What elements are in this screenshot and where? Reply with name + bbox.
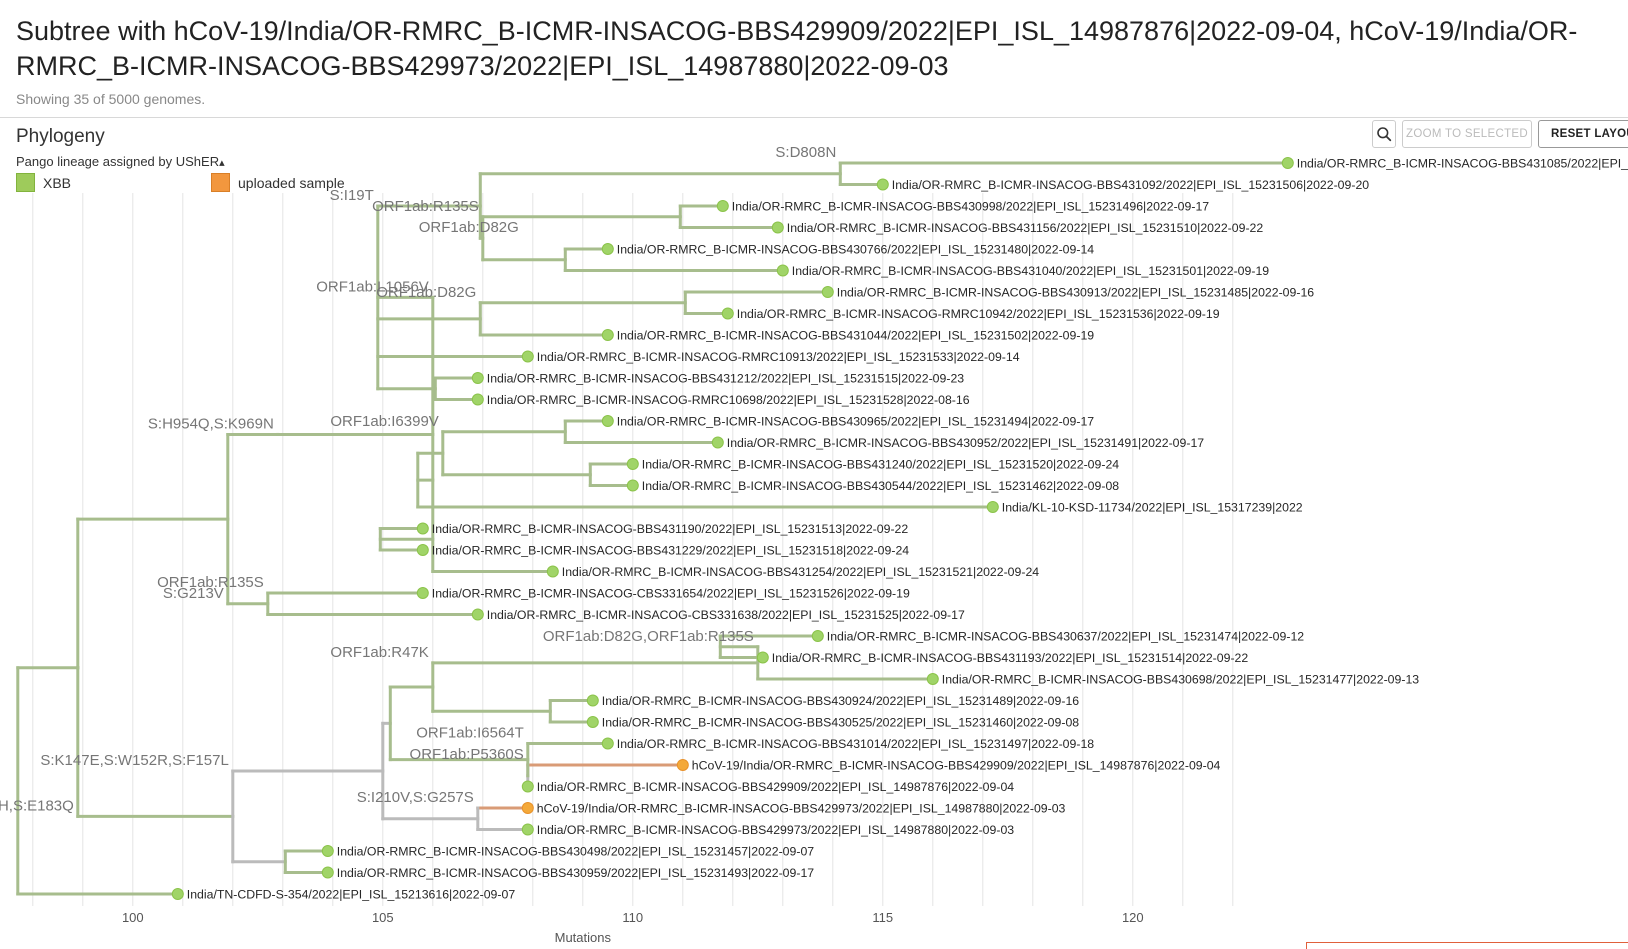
svg-text:India/OR-RMRC_B-ICMR-INSACOG-B: India/OR-RMRC_B-ICMR-INSACOG-BBS429973/2… [537, 823, 1014, 837]
svg-text:ORF1ab:I6564T: ORF1ab:I6564T [416, 725, 524, 742]
svg-text:India/OR-RMRC_B-ICMR-INSACOG-B: India/OR-RMRC_B-ICMR-INSACOG-BBS429909/2… [537, 780, 1014, 794]
svg-text:S:G213V: S:G213V [163, 585, 224, 602]
svg-text:India/OR-RMRC_B-ICMR-INSACOG-B: India/OR-RMRC_B-ICMR-INSACOG-BBS430998/2… [732, 199, 1209, 213]
svg-text:India/OR-RMRC_B-ICMR-INSACOG-B: India/OR-RMRC_B-ICMR-INSACOG-BBS431040/2… [792, 264, 1269, 278]
svg-text:hCoV-19/India/OR-RMRC_B-ICMR-I: hCoV-19/India/OR-RMRC_B-ICMR-INSACOG-BBS… [537, 801, 1066, 815]
svg-text:ORF1ab:D82G: ORF1ab:D82G [419, 219, 519, 236]
svg-text:India/OR-RMRC_B-ICMR-INSACOG-R: India/OR-RMRC_B-ICMR-INSACOG-RMRC10913/2… [537, 350, 1020, 364]
svg-text:ORF1ab:R135S: ORF1ab:R135S [372, 198, 479, 215]
svg-text:India/OR-RMRC_B-ICMR-INSACOG-B: India/OR-RMRC_B-ICMR-INSACOG-BBS431085/2… [1297, 156, 1628, 170]
svg-text:India/OR-RMRC_B-ICMR-INSACOG-B: India/OR-RMRC_B-ICMR-INSACOG-BBS431254/2… [562, 565, 1039, 579]
svg-text:India/OR-RMRC_B-ICMR-INSACOG-B: India/OR-RMRC_B-ICMR-INSACOG-BBS430698/2… [942, 672, 1419, 686]
svg-text:India/OR-RMRC_B-ICMR-INSACOG-B: India/OR-RMRC_B-ICMR-INSACOG-BBS431240/2… [642, 457, 1119, 471]
svg-text:105: 105 [372, 910, 394, 925]
svg-text:India/OR-RMRC_B-ICMR-INSACOG-B: India/OR-RMRC_B-ICMR-INSACOG-BBS430637/2… [827, 629, 1304, 643]
svg-text:India/OR-RMRC_B-ICMR-INSACOG-R: India/OR-RMRC_B-ICMR-INSACOG-RMRC10942/2… [737, 307, 1220, 321]
svg-text:RF1ab:V1056L,S:Q146H,S:E183Q: RF1ab:V1056L,S:Q146H,S:E183Q [0, 797, 74, 814]
svg-text:India/OR-RMRC_B-ICMR-INSACOG-B: India/OR-RMRC_B-ICMR-INSACOG-BBS431193/2… [772, 651, 1249, 665]
svg-text:India/OR-RMRC_B-ICMR-INSACOG-C: India/OR-RMRC_B-ICMR-INSACOG-CBS331654/2… [432, 586, 910, 600]
svg-text:hCoV-19/India/OR-RMRC_B-ICMR-I: hCoV-19/India/OR-RMRC_B-ICMR-INSACOG-BBS… [692, 758, 1221, 772]
svg-text:India/OR-RMRC_B-ICMR-INSACOG-B: India/OR-RMRC_B-ICMR-INSACOG-BBS430913/2… [837, 285, 1314, 299]
svg-text:120: 120 [1122, 910, 1144, 925]
svg-text:110: 110 [622, 910, 643, 925]
svg-text:India/OR-RMRC_B-ICMR-INSACOG-B: India/OR-RMRC_B-ICMR-INSACOG-BBS430544/2… [642, 479, 1119, 493]
svg-text:India/OR-RMRC_B-ICMR-INSACOG-C: India/OR-RMRC_B-ICMR-INSACOG-CBS331638/2… [487, 608, 965, 622]
svg-text:India/OR-RMRC_B-ICMR-INSACOG-B: India/OR-RMRC_B-ICMR-INSACOG-BBS430952/2… [727, 436, 1204, 450]
svg-text:S:H954Q,S:K969N: S:H954Q,S:K969N [148, 415, 274, 432]
svg-text:India/OR-RMRC_B-ICMR-INSACOG-B: India/OR-RMRC_B-ICMR-INSACOG-BBS431044/2… [617, 328, 1094, 342]
svg-text:India/KL-10-KSD-11734/2022|EPI: India/KL-10-KSD-11734/2022|EPI_ISL_15317… [1002, 500, 1303, 514]
svg-text:Mutations: Mutations [555, 930, 612, 945]
svg-text:115: 115 [872, 910, 893, 925]
svg-text:India/TN-CDFD-S-354/2022|EPI_I: India/TN-CDFD-S-354/2022|EPI_ISL_1521361… [187, 887, 516, 901]
svg-text:ORF1ab:D82G,ORF1ab:R135S: ORF1ab:D82G,ORF1ab:R135S [543, 628, 754, 645]
svg-text:ORF1ab:R47K: ORF1ab:R47K [330, 644, 428, 661]
svg-text:India/OR-RMRC_B-ICMR-INSACOG-B: India/OR-RMRC_B-ICMR-INSACOG-BBS431156/2… [787, 221, 1264, 235]
svg-text:S:K147E,S:W152R,S:F157L: S:K147E,S:W152R,S:F157L [40, 752, 228, 769]
svg-text:India/OR-RMRC_B-ICMR-INSACOG-B: India/OR-RMRC_B-ICMR-INSACOG-BBS431014/2… [617, 737, 1094, 751]
svg-text:India/OR-RMRC_B-ICMR-INSACOG-B: India/OR-RMRC_B-ICMR-INSACOG-BBS431190/2… [432, 522, 909, 536]
svg-text:S:I210V,S:G257S: S:I210V,S:G257S [357, 789, 474, 806]
svg-text:S:D808N: S:D808N [775, 144, 836, 161]
svg-text:India/OR-RMRC_B-ICMR-INSACOG-B: India/OR-RMRC_B-ICMR-INSACOG-BBS430525/2… [602, 715, 1079, 729]
svg-text:ORF1ab:L1056V: ORF1ab:L1056V [316, 278, 429, 295]
svg-text:India/OR-RMRC_B-ICMR-INSACOG-B: India/OR-RMRC_B-ICMR-INSACOG-BBS431229/2… [432, 543, 909, 557]
svg-text:India/OR-RMRC_B-ICMR-INSACOG-B: India/OR-RMRC_B-ICMR-INSACOG-BBS430965/2… [617, 414, 1094, 428]
svg-text:India/OR-RMRC_B-ICMR-INSACOG-B: India/OR-RMRC_B-ICMR-INSACOG-BBS431212/2… [487, 371, 964, 385]
svg-text:India/OR-RMRC_B-ICMR-INSACOG-B: India/OR-RMRC_B-ICMR-INSACOG-BBS430924/2… [602, 694, 1079, 708]
svg-text:India/OR-RMRC_B-ICMR-INSACOG-B: India/OR-RMRC_B-ICMR-INSACOG-BBS430766/2… [617, 242, 1094, 256]
svg-text:India/OR-RMRC_B-ICMR-INSACOG-B: India/OR-RMRC_B-ICMR-INSACOG-BBS431092/2… [892, 178, 1369, 192]
svg-text:S:I19T: S:I19T [330, 187, 374, 204]
svg-text:100: 100 [122, 910, 144, 925]
svg-text:ORF1ab:P5360S: ORF1ab:P5360S [410, 746, 524, 763]
svg-text:India/OR-RMRC_B-ICMR-INSACOG-B: India/OR-RMRC_B-ICMR-INSACOG-BBS430959/2… [337, 866, 814, 880]
svg-text:India/OR-RMRC_B-ICMR-INSACOG-B: India/OR-RMRC_B-ICMR-INSACOG-BBS430498/2… [337, 844, 814, 858]
svg-text:India/OR-RMRC_B-ICMR-INSACOG-R: India/OR-RMRC_B-ICMR-INSACOG-RMRC10698/2… [487, 393, 970, 407]
svg-text:ORF1ab:I6399V: ORF1ab:I6399V [330, 413, 438, 430]
